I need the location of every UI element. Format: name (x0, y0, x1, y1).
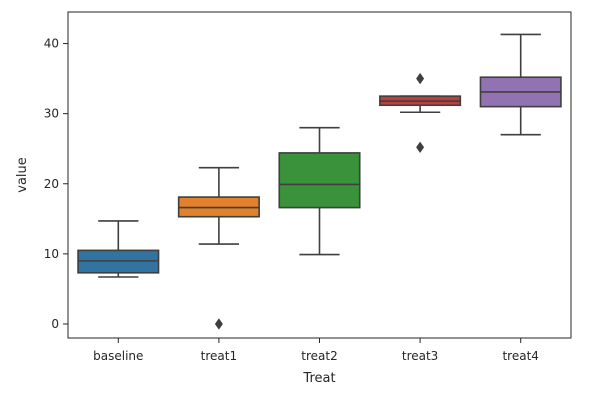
y-tick-label: 40 (44, 37, 59, 51)
outlier-point (416, 72, 425, 85)
x-tick-label: treat3 (402, 349, 438, 363)
y-axis-ticks: 0 10 20 30 40 (44, 37, 68, 331)
y-tick-label: 30 (44, 107, 59, 121)
y-tick-label: 20 (44, 177, 59, 191)
y-axis-label: value (15, 157, 30, 193)
x-tick-label: treat4 (502, 349, 538, 363)
y-tick-label: 10 (44, 247, 59, 261)
x-tick-label: treat1 (201, 349, 237, 363)
outlier-point (214, 318, 223, 330)
box-baseline (77, 220, 160, 278)
outlier-point (416, 141, 425, 154)
x-axis-label: Treat (302, 371, 335, 386)
box-treat1 (177, 166, 260, 330)
box-treat3 (379, 72, 462, 154)
box-treat2 (278, 126, 361, 256)
box-series (77, 33, 562, 330)
x-tick-label: baseline (93, 349, 143, 363)
x-tick-label: treat2 (301, 349, 337, 363)
box-treat4 (479, 33, 562, 136)
y-tick-label: 0 (51, 317, 59, 331)
iqr-box (278, 152, 361, 209)
x-axis-ticks: baseline treat1 treat2 treat3 treat4 (93, 338, 539, 363)
